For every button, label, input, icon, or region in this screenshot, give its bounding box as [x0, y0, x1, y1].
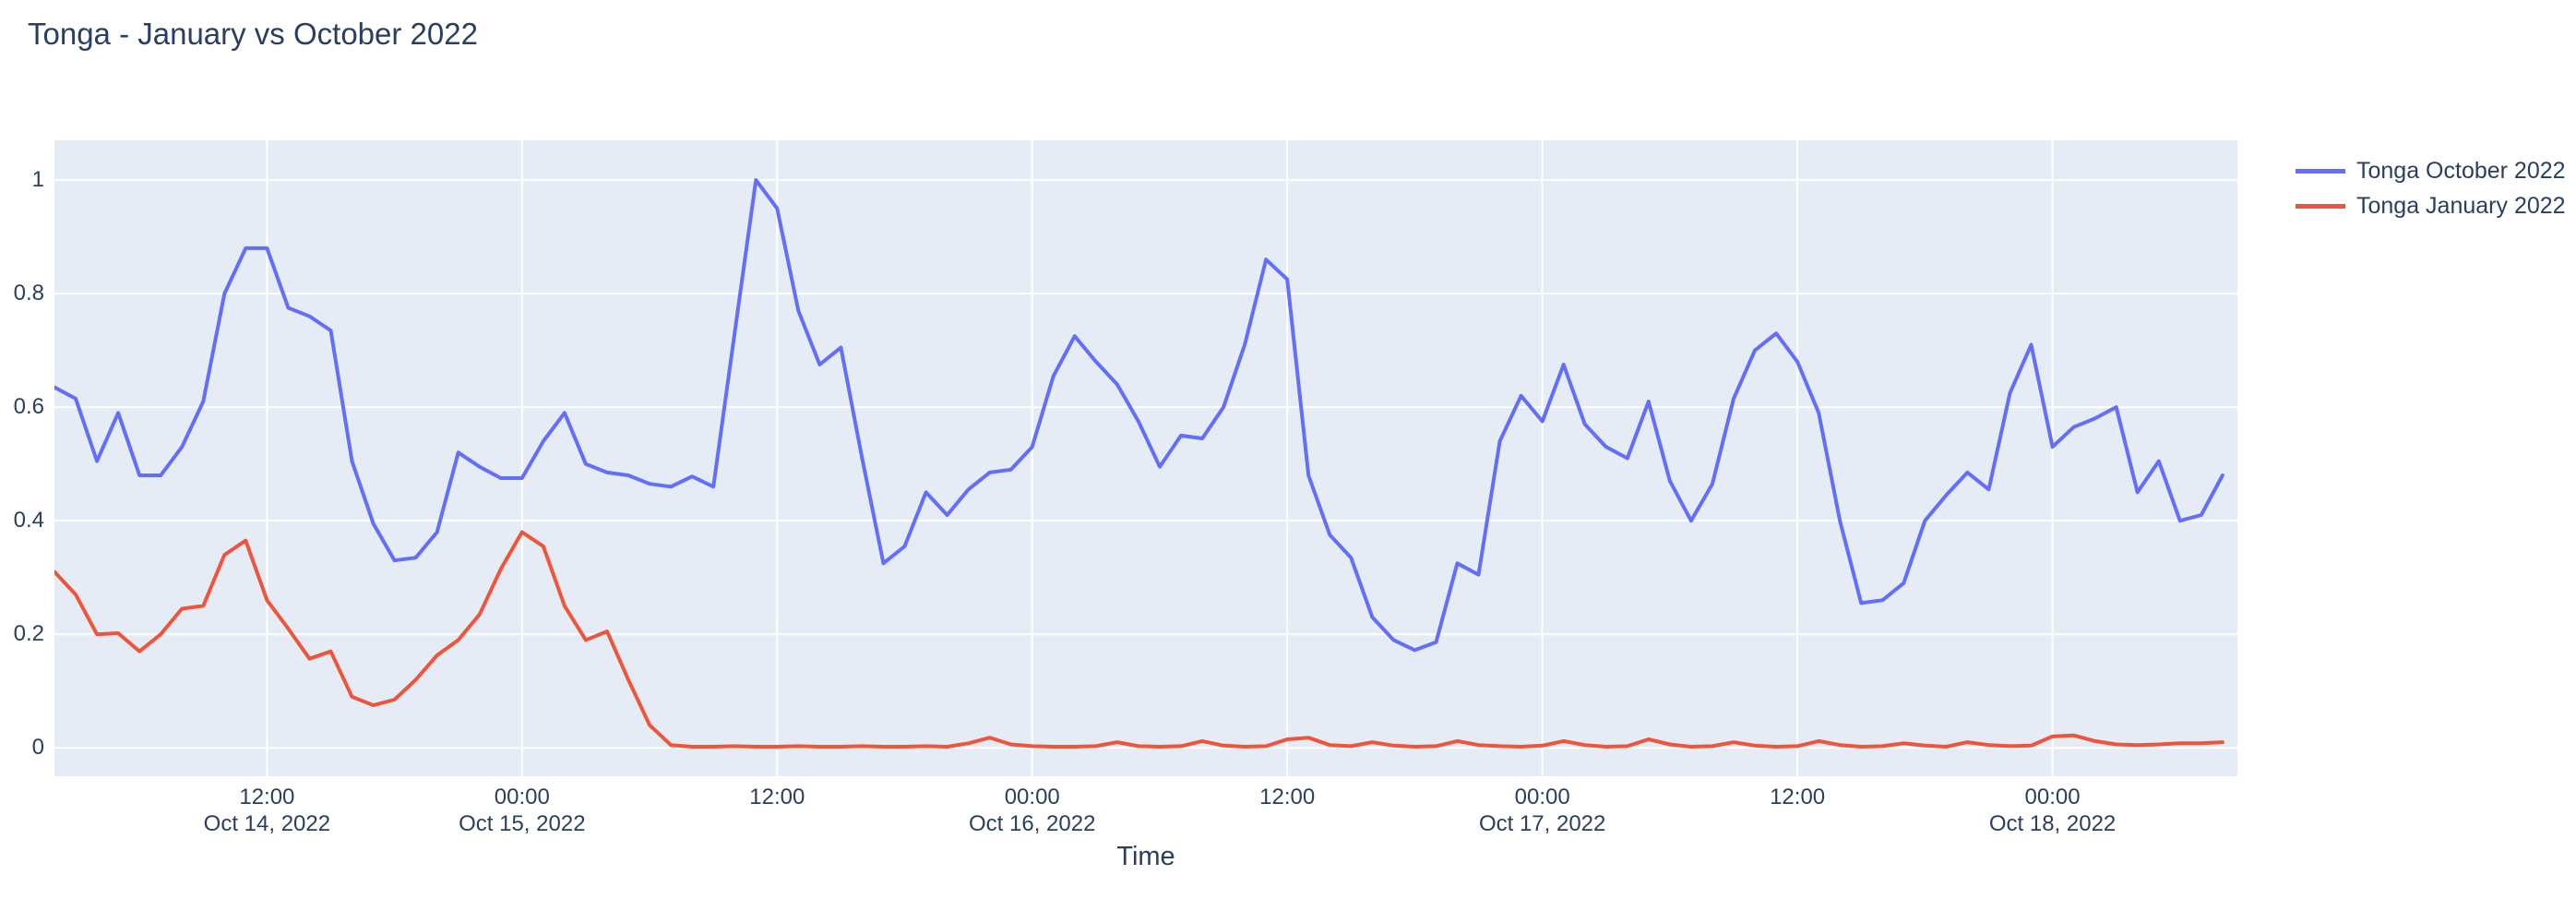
x-tick-label: 00:00 Oct 16, 2022 [969, 785, 1096, 836]
y-tick-label: 0.6 [13, 394, 44, 420]
y-tick-label: 0.8 [13, 281, 44, 306]
x-axis-title: Time [1116, 842, 1175, 871]
plot-area[interactable] [54, 140, 2237, 776]
legend-item-label: Tonga October 2022 [2356, 158, 2566, 184]
plot-background [54, 140, 2237, 776]
y-tick-label: 0.2 [13, 621, 44, 647]
legend-item-label: Tonga January 2022 [2356, 193, 2566, 219]
x-tick-label: 00:00 Oct 18, 2022 [1988, 785, 2117, 836]
legend-line-swatch-january [2296, 203, 2345, 209]
y-tick-label: 1 [31, 167, 44, 193]
legend-line-swatch-october [2296, 168, 2345, 174]
x-tick-label: 12:00 [1770, 785, 1826, 809]
legend: Tonga October 2022 Tonga January 2022 [2296, 153, 2576, 223]
chart-title: Tonga - January vs October 2022 [28, 17, 478, 51]
y-tick-label: 0 [31, 735, 44, 761]
x-tick-label: 00:00 Oct 17, 2022 [1478, 785, 1606, 836]
y-tick-label: 0.4 [13, 508, 44, 533]
legend-item-tonga-january-2022[interactable]: Tonga January 2022 [2296, 188, 2576, 223]
series-line-tonga-october-2022[interactable] [54, 178, 2224, 653]
x-tick-label: 12:00 Oct 14, 2022 [203, 785, 331, 836]
x-tick-label: 00:00 Oct 15, 2022 [459, 785, 586, 836]
x-tick-label: 12:00 [1259, 785, 1316, 809]
plot-svg [54, 140, 2237, 776]
series-line-tonga-january-2022[interactable] [54, 530, 2224, 749]
legend-item-tonga-october-2022[interactable]: Tonga October 2022 [2296, 153, 2576, 188]
x-tick-label: 12:00 [749, 785, 805, 809]
